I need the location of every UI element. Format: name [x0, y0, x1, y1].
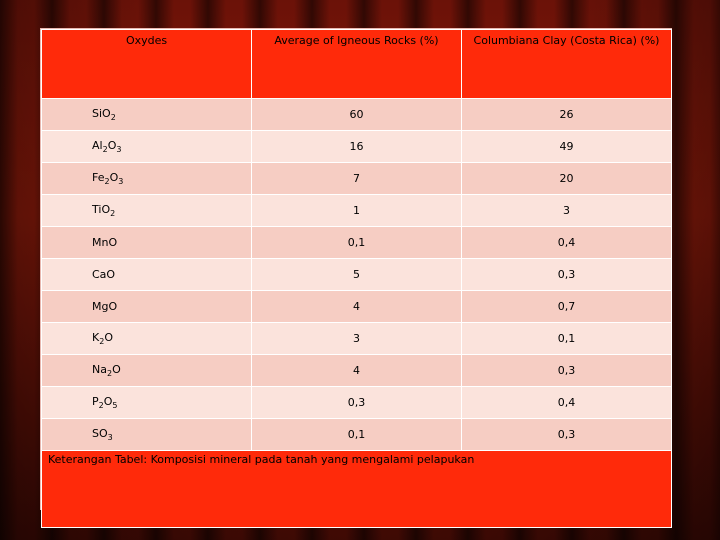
oxide-symbol: SO — [92, 427, 108, 440]
table-caption: Keterangan Tabel: Komposisi mineral pada… — [41, 450, 672, 528]
igneous-value: 16 — [251, 130, 462, 163]
table-row: Fe2O3 7 20 — [41, 162, 672, 195]
oxide-symbol: Ti — [92, 203, 102, 216]
oxide-subscript: 2 — [99, 337, 105, 346]
oxide-symbol: CaO — [92, 268, 116, 281]
header-row: Oxydes Average of Igneous Rocks (%) Colu… — [41, 29, 672, 99]
igneous-value: 7 — [251, 162, 462, 195]
table-row: SO3 0,1 0,3 — [41, 418, 672, 451]
oxide-subscript: 3 — [118, 177, 124, 186]
oxide-cell: MgO — [41, 290, 252, 323]
igneous-value: 0,1 — [251, 226, 462, 259]
oxide-subscript: 2 — [106, 369, 113, 378]
table-row: P2O5 0,3 0,4 — [41, 386, 672, 419]
oxide-symbol: O — [107, 139, 117, 152]
oxide-symbol: MgO — [92, 300, 118, 313]
oxide-cell: P2O5 — [41, 386, 252, 419]
header-igneous: Average of Igneous Rocks (%) — [251, 29, 462, 99]
clay-value: 49 — [461, 130, 672, 163]
oxide-symbol: Fe — [92, 171, 105, 184]
oxide-symbol: O — [109, 171, 119, 184]
table-row: K2O 3 0,1 — [41, 322, 672, 355]
table-row: Al2O3 16 49 — [41, 130, 672, 163]
clay-value: 0,7 — [461, 290, 672, 323]
clay-value: 0,1 — [461, 322, 672, 355]
oxide-symbol: O — [103, 395, 113, 408]
oxide-symbol: O — [104, 331, 113, 344]
igneous-value: 0,1 — [251, 418, 462, 451]
oxide-cell: SO3 — [41, 418, 252, 451]
oxide-symbol: O — [112, 363, 121, 376]
oxide-cell: MnO — [41, 226, 252, 259]
oxide-subscript: 2 — [104, 177, 110, 186]
oxide-subscript: 2 — [98, 401, 104, 410]
igneous-value: 60 — [251, 98, 462, 131]
table-row: Na2O 4 0,3 — [41, 354, 672, 387]
oxide-cell: Na2O — [41, 354, 252, 387]
table-row: CaO 5 0,3 — [41, 258, 672, 291]
table-row: MgO 4 0,7 — [41, 290, 672, 323]
clay-value: 0,3 — [461, 418, 672, 451]
igneous-value: 0,3 — [251, 386, 462, 419]
oxide-subscript: 3 — [116, 145, 122, 154]
oxide-symbol: K — [92, 331, 100, 344]
oxide-symbol: Al — [92, 139, 103, 152]
igneous-value: 4 — [251, 290, 462, 323]
oxide-subscript: 2 — [110, 209, 116, 218]
clay-value: 3 — [461, 194, 672, 227]
oxide-symbol: P — [92, 395, 99, 408]
oxide-subscript: 5 — [112, 401, 118, 410]
clay-value: 0,3 — [461, 354, 672, 387]
oxide-subscript: 2 — [102, 145, 108, 154]
header-clay: Columbiana Clay (Costa Rica) (%) — [461, 29, 672, 99]
oxide-symbol: Si — [92, 107, 103, 120]
oxide-subscript: 2 — [110, 113, 116, 122]
clay-value: 0,4 — [461, 386, 672, 419]
oxide-cell: Fe2O3 — [41, 162, 252, 195]
igneous-value: 5 — [251, 258, 462, 291]
clay-value: 0,3 — [461, 258, 672, 291]
igneous-value: 4 — [251, 354, 462, 387]
oxide-cell: Al2O3 — [41, 130, 252, 163]
oxide-cell: CaO — [41, 258, 252, 291]
table-row: TiO2 1 3 — [41, 194, 672, 227]
clay-value: 26 — [461, 98, 672, 131]
oxide-symbol: O — [102, 107, 111, 120]
oxide-cell: TiO2 — [41, 194, 252, 227]
oxide-symbol: O — [101, 203, 111, 216]
igneous-value: 1 — [251, 194, 462, 227]
oxide-cell: SiO2 — [41, 98, 252, 131]
clay-value: 20 — [461, 162, 672, 195]
oxide-symbol: MnO — [92, 236, 118, 249]
oxide-symbol: Na — [92, 363, 107, 376]
oxide-cell: K2O — [41, 322, 252, 355]
clay-value: 0,4 — [461, 226, 672, 259]
caption-row: Keterangan Tabel: Komposisi mineral pada… — [41, 450, 672, 528]
oxide-composition-table: Oxydes Average of Igneous Rocks (%) Colu… — [41, 29, 672, 528]
table-row: MnO 0,1 0,4 — [41, 226, 672, 259]
igneous-value: 3 — [251, 322, 462, 355]
table-row: SiO2 60 26 — [41, 98, 672, 131]
header-oxydes: Oxydes — [41, 29, 252, 99]
table-body: SiO2 60 26 Al2O3 16 49 Fe2O3 7 20 TiO2 1 3 MnO 0,1 0,4… — [41, 98, 672, 451]
oxide-subscript: 3 — [107, 433, 113, 442]
